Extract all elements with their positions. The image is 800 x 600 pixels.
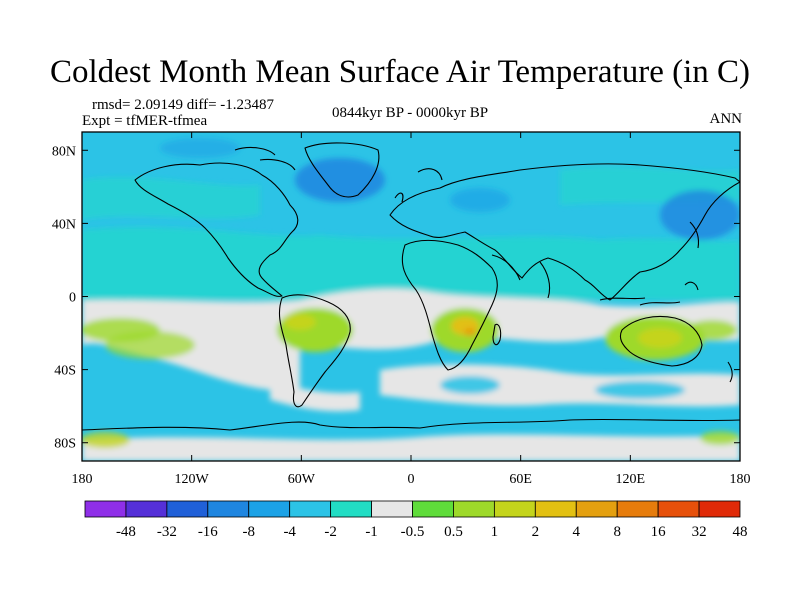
lon-tick-label: 0 [408, 472, 415, 487]
season-label: ANN [709, 111, 743, 127]
lon-tick-label: 60W [288, 472, 316, 487]
colorbar-swatch [412, 500, 454, 518]
colorbar-label: -4 [283, 524, 296, 540]
lon-tick-label: 180 [730, 472, 751, 487]
lat-tick-label: 40S [54, 364, 76, 379]
colorbar-label: -48 [116, 524, 136, 540]
lat-tick-label: 40N [52, 217, 76, 232]
colorbar-swatch [453, 500, 495, 518]
colorbar-swatch [125, 500, 168, 518]
colorbar [84, 500, 741, 518]
colorbar-label: -16 [198, 524, 218, 540]
colorbar-swatch [248, 500, 291, 518]
colorbar-label: 4 [573, 524, 581, 540]
colorbar-label: 48 [733, 524, 748, 540]
temperature-field [82, 132, 740, 461]
colorbar-swatch [493, 500, 536, 518]
plot-title: Coldest Month Mean Surface Air Temperatu… [50, 54, 750, 90]
colorbar-label: -0.5 [401, 524, 425, 540]
experiment-label: Expt = tfMER-tfmea [82, 113, 208, 129]
coastlines [82, 142, 740, 431]
longitude-axis: 180 120W 60W 0 60E 120E 180 [72, 132, 751, 487]
colorbar-label: -32 [157, 524, 177, 540]
stats-label: rmsd= 2.09149 diff= -1.23487 [92, 97, 275, 113]
lon-tick-label: 180 [72, 472, 93, 487]
period-label: 0844kyr BP - 0000kyr BP [331, 105, 489, 121]
colorbar-swatch [166, 500, 209, 518]
lat-tick-label: 0 [69, 291, 76, 306]
lon-tick-label: 120W [175, 472, 210, 487]
colorbar-swatch [534, 500, 577, 518]
colorbar-label: 16 [651, 524, 667, 540]
colorbar-label: 8 [613, 524, 621, 540]
lon-tick-label: 60E [509, 472, 532, 487]
latitude-axis: 80N 40N 0 40S 80S [52, 144, 740, 452]
colorbar-swatch [84, 500, 127, 518]
colorbar-label: 32 [692, 524, 707, 540]
colorbar-swatch [207, 500, 250, 518]
colorbar-label: -2 [324, 524, 337, 540]
colorbar-swatch [698, 500, 741, 518]
lat-tick-label: 80S [54, 437, 76, 452]
colorbar-swatch [657, 500, 700, 518]
colorbar-swatch [289, 500, 332, 518]
colorbar-swatch [330, 500, 372, 518]
colorbar-swatch [616, 500, 659, 518]
colorbar-label: 0.5 [444, 524, 463, 540]
colorbar-label: -8 [243, 524, 256, 540]
lat-tick-label: 80N [52, 144, 76, 159]
colorbar-label: -1 [365, 524, 378, 540]
lon-tick-label: 120E [616, 472, 646, 487]
colorbar-label: 1 [491, 524, 499, 540]
colorbar-label: 2 [532, 524, 540, 540]
colorbar-labels: -48 -32 -16 -8 -4 -2 -1 -0.5 0.5 1 2 4 8 16 32 48 [116, 524, 748, 540]
colorbar-swatch [575, 500, 618, 518]
colorbar-swatch [371, 500, 413, 518]
